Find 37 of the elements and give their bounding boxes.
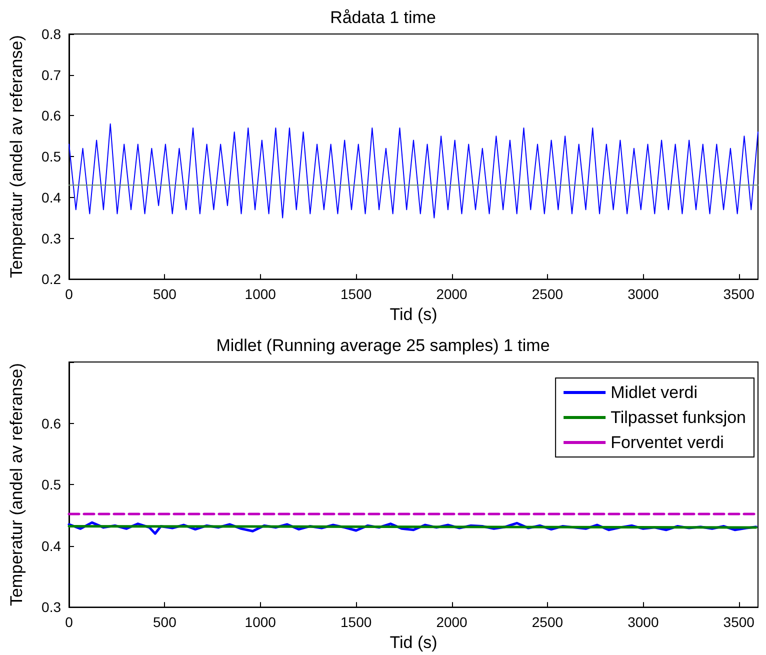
legend-label: Forventet verdi — [610, 432, 724, 452]
y-tick-label: 0.5 — [42, 148, 62, 165]
y-tick-label: 0.8 — [42, 26, 62, 42]
y-axis-title: Temperatur (andel av referanse) — [7, 35, 26, 278]
x-tick-label: 1500 — [340, 614, 372, 630]
y-tick-label: 0.3 — [42, 598, 62, 615]
x-tick-label: 2500 — [532, 286, 564, 302]
x-tick-label: 3000 — [628, 286, 659, 302]
y-tick-label: 0.6 — [42, 108, 62, 124]
legend-label: Tilpasset funksjon — [610, 408, 746, 426]
y-tick-label: 0.3 — [42, 230, 62, 246]
y-axis-title: Temperatur (andel av referanse) — [7, 362, 26, 606]
x-tick-label: 0 — [65, 286, 74, 302]
chart-title: Rådata 1 time — [330, 8, 436, 27]
x-tick-label: 500 — [153, 614, 177, 630]
x-tick-label: 2000 — [436, 614, 468, 630]
y-tick-label: 0.4 — [42, 189, 62, 206]
chart-title: Midlet (Running average 25 samples) 1 time — [216, 336, 550, 354]
y-tick-label: 0.4 — [42, 537, 62, 554]
x-axis-title: Tid (s) — [390, 305, 438, 324]
x-tick-label: 1000 — [244, 614, 276, 630]
y-tick-label: 0.2 — [42, 271, 62, 288]
x-tick-label: 3000 — [628, 614, 659, 630]
x-tick-label: 2500 — [532, 614, 564, 630]
x-tick-label: 500 — [153, 286, 177, 302]
y-tick-label: 0.5 — [42, 476, 62, 492]
x-tick-label: 1500 — [340, 286, 372, 302]
legend-label: Midlet verdi — [610, 382, 698, 402]
line-series — [68, 123, 758, 218]
y-tick-label: 0.6 — [42, 414, 62, 431]
x-tick-label: 1000 — [244, 286, 276, 302]
x-tick-label: 3500 — [723, 286, 755, 302]
y-tick-label: 0.7 — [42, 66, 62, 83]
x-tick-label: 3500 — [723, 614, 755, 630]
x-tick-label: 2000 — [436, 286, 468, 302]
x-tick-label: 0 — [65, 614, 74, 630]
x-axis-title: Tid (s) — [390, 632, 438, 652]
